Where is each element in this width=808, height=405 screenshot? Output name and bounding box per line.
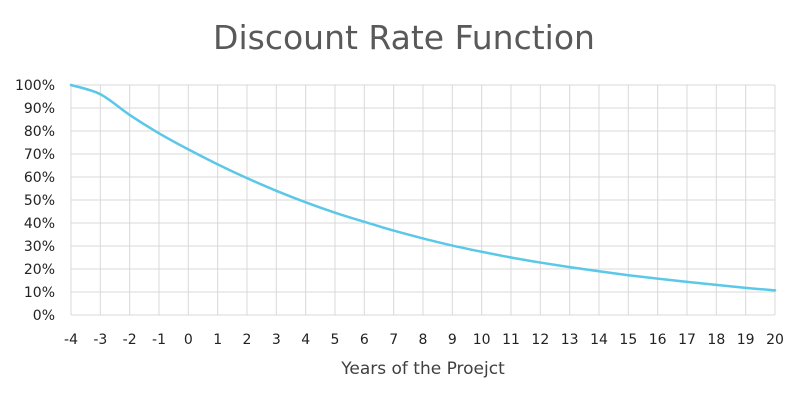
data-point bbox=[157, 132, 161, 135]
y-tick-label: 70% bbox=[24, 147, 55, 163]
data-point bbox=[773, 289, 777, 292]
y-tick-label: 50% bbox=[24, 193, 55, 209]
x-tick-label: 12 bbox=[531, 332, 549, 348]
data-point bbox=[363, 220, 366, 224]
data-point bbox=[392, 229, 395, 232]
data-point bbox=[69, 83, 73, 87]
data-point bbox=[333, 211, 337, 214]
y-tick-label: 100% bbox=[15, 78, 55, 94]
data-point bbox=[245, 176, 249, 180]
x-tick-label: 6 bbox=[360, 332, 369, 348]
y-tick-label: 60% bbox=[24, 170, 55, 186]
data-point bbox=[480, 250, 483, 253]
data-point bbox=[187, 148, 190, 151]
x-tick-label: 9 bbox=[448, 332, 457, 348]
x-tick-label: 8 bbox=[419, 332, 428, 348]
data-point bbox=[99, 93, 102, 96]
y-axis-tick-labels: 0% 10% 20% 30% 40% 50% 60% 70% 80% 90% 100% bbox=[15, 78, 55, 324]
data-point bbox=[421, 237, 425, 240]
data-point bbox=[744, 286, 747, 290]
x-tick-label: 7 bbox=[389, 332, 398, 348]
x-tick-label: 0 bbox=[184, 332, 193, 348]
x-tick-label: 13 bbox=[561, 332, 579, 348]
x-tick-label: -3 bbox=[93, 332, 107, 348]
data-point bbox=[509, 256, 513, 259]
data-point bbox=[597, 270, 601, 273]
x-tick-label: 5 bbox=[331, 332, 340, 348]
x-tick-label: -4 bbox=[64, 332, 78, 348]
data-point bbox=[656, 277, 659, 280]
x-tick-label: 17 bbox=[678, 332, 696, 348]
x-tick-label: 16 bbox=[649, 332, 667, 348]
data-point bbox=[568, 265, 571, 269]
y-tick-label: 90% bbox=[24, 101, 55, 117]
x-tick-label: 18 bbox=[707, 332, 725, 348]
data-point bbox=[128, 113, 131, 117]
data-point bbox=[539, 261, 542, 264]
data-point bbox=[216, 163, 219, 166]
x-tick-label: 11 bbox=[502, 332, 520, 348]
x-axis-label: Years of the Proejct bbox=[340, 359, 505, 379]
grid bbox=[70, 84, 776, 316]
x-tick-label: 20 bbox=[766, 332, 784, 348]
y-tick-label: 0% bbox=[33, 308, 55, 324]
x-tick-label: 19 bbox=[737, 332, 755, 348]
y-tick-label: 20% bbox=[24, 262, 55, 278]
y-tick-label: 10% bbox=[24, 285, 55, 301]
x-tick-label: 15 bbox=[619, 332, 637, 348]
x-tick-label: -1 bbox=[152, 332, 166, 348]
x-tick-label: 4 bbox=[301, 332, 310, 348]
data-point bbox=[275, 189, 278, 192]
data-point bbox=[685, 280, 689, 284]
y-tick-label: 80% bbox=[24, 124, 55, 140]
x-tick-label: 1 bbox=[213, 332, 222, 348]
data-point bbox=[304, 201, 307, 204]
data-point bbox=[451, 244, 454, 247]
series-layer bbox=[69, 83, 777, 292]
y-tick-label: 40% bbox=[24, 216, 55, 232]
x-tick-label: 2 bbox=[243, 332, 252, 348]
x-axis-tick-labels: -4 -3 -2 -1 0 1 2 3 4 5 6 7 8 9 10 11 12 13 14 15 16 17 18 19 20 bbox=[64, 332, 784, 348]
x-tick-label: 3 bbox=[272, 332, 281, 348]
x-tick-label: 10 bbox=[473, 332, 491, 348]
data-point bbox=[715, 283, 718, 287]
chart-title: Discount Rate Function bbox=[213, 18, 595, 57]
data-point bbox=[627, 274, 630, 277]
x-tick-label: -2 bbox=[123, 332, 137, 348]
x-tick-label: 14 bbox=[590, 332, 608, 348]
y-tick-label: 30% bbox=[24, 239, 55, 255]
